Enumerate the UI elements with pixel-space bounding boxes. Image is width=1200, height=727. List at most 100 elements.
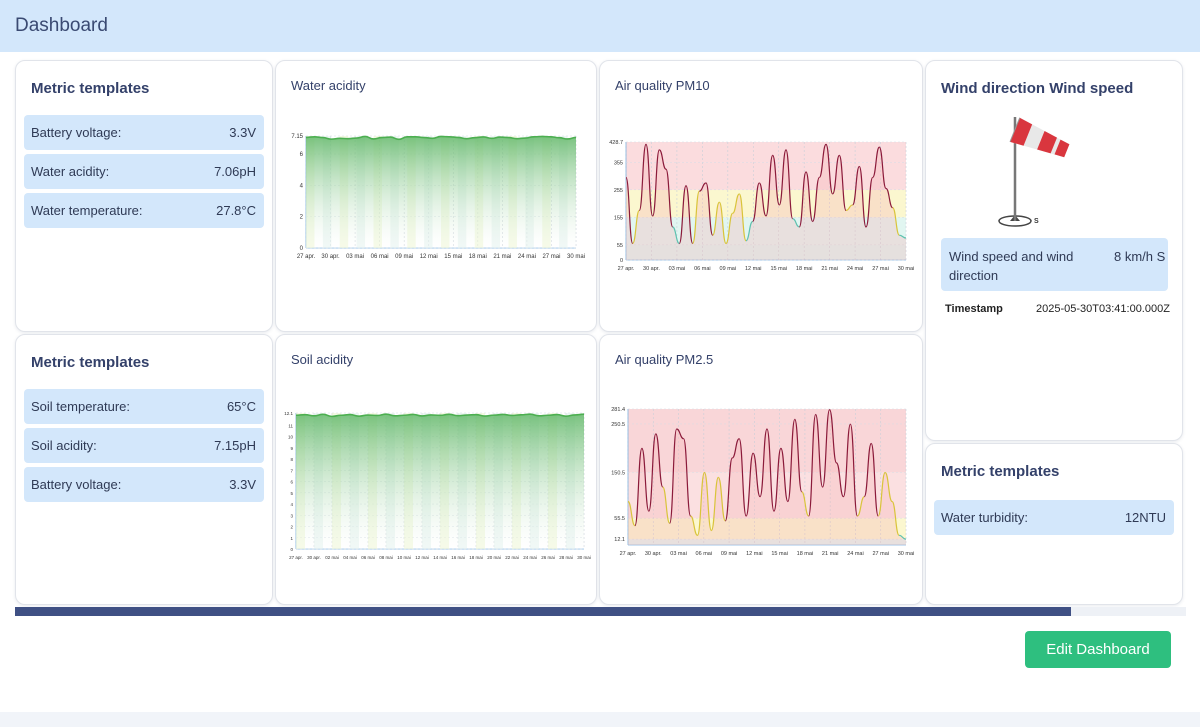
x-tick-label: 27 apr. [289,555,303,560]
pm25-chart[interactable]: 27 apr. 30 apr. 03 mai 06 mai 09 mai 12 mai 15… [600,379,922,604]
aqi-band [628,518,906,540]
wind-card-title: Wind direction Wind speed [941,80,1134,97]
series-line-segment [669,428,678,524]
metric-value: 65°C [226,399,256,414]
series-line-segment [632,209,640,245]
metric-row-water-temperature: Water temperature: 27.8°C [24,193,264,228]
series-line-segment [865,176,874,228]
series-line-segment [752,452,761,498]
scrollbar-thumb[interactable] [15,607,1072,616]
x-tick-label: 06 mai [361,555,375,560]
y-tick-label: 355 [614,160,623,166]
series-line [295,413,585,418]
x-tick-label: 06 mai [696,551,713,557]
y-tick-label: 0 [290,547,293,552]
y-tick-label: 8 [290,457,293,462]
x-tick-label: 06 mai [694,266,711,272]
x-tick-label: 18 mai [469,254,487,260]
x-tick-label: 27 mai [872,266,889,272]
y-tick-label: 2 [300,215,304,221]
area-fill [296,414,584,549]
x-tick-label: 18 mai [796,266,813,272]
series-line-segment [625,176,634,245]
series-line-segment [705,182,714,236]
metrics-card-title: Metric templates [941,463,1060,480]
x-tick-label: 30 apr. [645,551,662,557]
x-tick-label: 12 mai [746,551,763,557]
metric-label: Soil temperature: [31,399,130,414]
chart-card-pm10: Air quality PM10 27 apr. 30 apr. 03 mai 06 … [599,60,923,332]
x-tick-label: 16 mai [451,555,465,560]
x-tick-label: 30 apr. [643,266,660,272]
series-line-segment [678,185,687,245]
y-tick-label: 11 [288,423,293,428]
dashboard-scrollbar[interactable] [15,607,1186,616]
series-line-segment [672,226,680,245]
metrics-card-title: Metric templates [31,80,150,97]
series-line-segment [794,418,803,493]
y-tick-label: 12.1 [284,411,293,416]
x-tick-label: 24 mai [847,266,864,272]
series-line-segment [724,457,733,522]
series-line-segment [692,190,700,245]
chart-card-pm25: Air quality PM2.5 27 apr. 30 apr. 03 mai 06… [599,334,923,605]
y-tick-label: 5 [290,491,293,496]
chart-title: Soil acidity [291,352,354,367]
aqi-band [626,189,906,218]
series-line-segment [683,438,692,517]
x-tick-label: 27 mai [542,254,560,260]
chart-card-soil-acidity: Soil acidity 27 apr. 30 apr. 02 mai 04 mai 0… [275,334,597,605]
x-tick-label: 15 mai [770,266,787,272]
x-tick-label: 20 mai [487,555,501,560]
series-line-segment [812,176,820,223]
footer-strip [0,712,1200,727]
series-line-segment [792,218,800,228]
series-line-segment [838,154,847,212]
series-line-segment [892,207,900,236]
x-tick-label: 30 apr. [307,555,321,560]
series-line-segment [676,428,684,440]
soil-acidity-chart[interactable]: 27 apr. 30 apr. 02 mai 04 mai 06 mai 08 mai 10… [276,379,596,604]
x-tick-label: 30 mai [898,551,915,557]
series-line-segment [801,491,810,517]
series-line-segment [658,149,667,170]
edit-dashboard-button[interactable]: Edit Dashboard [1025,631,1171,668]
x-tick-label: 14 mai [433,555,447,560]
x-tick-label: 30 mai [898,266,915,272]
x-tick-label: 21 mai [493,254,511,260]
x-tick-label: 09 mai [721,551,738,557]
page-title: Dashboard [15,15,108,36]
wind-speed-value: 8 km/h S [1114,249,1166,264]
metric-value: 27.8°C [216,203,256,218]
x-tick-label: 24 mai [523,555,537,560]
metric-row-battery-voltage: Battery voltage: 3.3V [24,115,264,150]
series-line-segment [815,413,824,488]
y-tick-label: 4 [290,502,293,507]
x-tick-label: 24 mai [847,551,864,557]
y-tick-label: 55 [617,243,623,249]
timestamp-label: Timestamp [945,303,1003,315]
series-line-segment [765,154,774,217]
pm10-chart[interactable]: 27 apr. 30 apr. 03 mai 06 mai 09 mai 12 mai 15… [600,116,922,331]
metric-value: 3.3V [229,477,256,492]
x-tick-label: 12 mai [415,555,429,560]
y-tick-label: 2 [290,525,293,530]
metric-value: 12NTU [1124,510,1166,525]
y-tick-label: 6 [300,152,304,158]
series-line-segment [849,423,858,517]
series-line-segment [785,149,794,220]
series-line-segment [745,452,754,517]
compass-letter: S [1034,218,1039,225]
series-line-segment [857,496,865,517]
series-line-segment [627,500,636,527]
series-line-segment [798,171,807,228]
y-tick-label: 428.7 [609,140,623,146]
series-line-segment [818,143,827,179]
y-tick-label: 55.5 [614,516,625,522]
metrics-card-2: Metric templates Soil temperature: 65°C … [15,334,273,605]
series-line-segment [835,462,845,498]
water-acidity-chart[interactable]: 27 apr. 30 apr. 03 mai 06 mai 09 mai 12 mai 15… [276,116,596,331]
series-line-segment [703,471,712,532]
y-tick-label: 12.1 [614,537,625,543]
series-line-segment [641,447,650,512]
